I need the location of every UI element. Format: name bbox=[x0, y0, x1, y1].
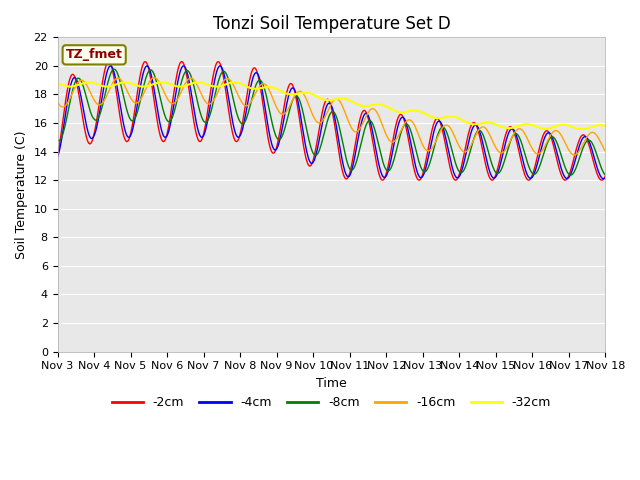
-2cm bbox=[205, 98, 213, 104]
Line: -32cm: -32cm bbox=[58, 83, 605, 129]
Text: TZ_fmet: TZ_fmet bbox=[66, 48, 123, 61]
-4cm bbox=[216, 63, 223, 69]
Line: -8cm: -8cm bbox=[58, 69, 605, 175]
-32cm bbox=[85, 80, 93, 85]
-16cm bbox=[63, 100, 71, 106]
Legend: -2cm, -4cm, -8cm, -16cm, -32cm: -2cm, -4cm, -8cm, -16cm, -32cm bbox=[107, 391, 556, 414]
-16cm bbox=[54, 99, 61, 105]
-32cm bbox=[205, 82, 213, 88]
-8cm bbox=[205, 114, 213, 120]
-2cm bbox=[415, 177, 422, 183]
-4cm bbox=[600, 176, 607, 181]
-8cm bbox=[399, 125, 406, 131]
-4cm bbox=[120, 122, 127, 128]
-2cm bbox=[178, 59, 186, 64]
-4cm bbox=[54, 154, 61, 160]
-2cm bbox=[63, 87, 71, 93]
-32cm bbox=[602, 123, 609, 129]
-16cm bbox=[205, 101, 213, 107]
X-axis label: Time: Time bbox=[316, 377, 347, 390]
Line: -16cm: -16cm bbox=[58, 78, 605, 155]
Line: -2cm: -2cm bbox=[58, 61, 605, 180]
-8cm bbox=[602, 172, 609, 178]
-2cm bbox=[598, 177, 605, 183]
-16cm bbox=[570, 152, 578, 158]
-8cm bbox=[63, 112, 71, 118]
-16cm bbox=[415, 132, 422, 138]
-2cm bbox=[54, 153, 61, 158]
Y-axis label: Soil Temperature (C): Soil Temperature (C) bbox=[15, 130, 28, 259]
-8cm bbox=[177, 84, 184, 90]
-8cm bbox=[121, 98, 129, 104]
-8cm bbox=[110, 66, 118, 72]
Line: -4cm: -4cm bbox=[58, 66, 605, 179]
-32cm bbox=[63, 84, 71, 89]
-2cm bbox=[120, 133, 127, 139]
Title: Tonzi Soil Temperature Set D: Tonzi Soil Temperature Set D bbox=[212, 15, 451, 33]
-32cm bbox=[415, 108, 422, 114]
-4cm bbox=[399, 114, 406, 120]
-4cm bbox=[175, 72, 183, 77]
-8cm bbox=[567, 172, 575, 178]
-2cm bbox=[602, 173, 609, 179]
-16cm bbox=[150, 75, 158, 81]
-8cm bbox=[54, 137, 61, 143]
-16cm bbox=[120, 81, 127, 87]
-32cm bbox=[177, 84, 184, 89]
-4cm bbox=[415, 173, 422, 179]
-4cm bbox=[602, 175, 609, 180]
-16cm bbox=[602, 148, 609, 154]
-16cm bbox=[177, 91, 184, 97]
-8cm bbox=[415, 158, 422, 164]
-32cm bbox=[54, 80, 61, 86]
-4cm bbox=[63, 99, 71, 105]
-2cm bbox=[175, 62, 183, 68]
-32cm bbox=[121, 80, 129, 85]
-2cm bbox=[399, 113, 406, 119]
-32cm bbox=[399, 109, 406, 115]
-32cm bbox=[578, 126, 586, 132]
-4cm bbox=[205, 114, 212, 120]
-16cm bbox=[399, 124, 406, 130]
